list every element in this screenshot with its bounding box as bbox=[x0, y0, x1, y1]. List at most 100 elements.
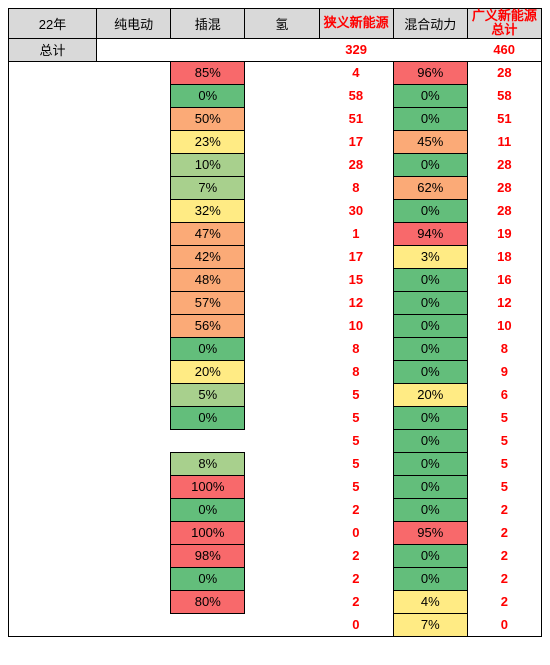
cell-c3 bbox=[245, 360, 319, 383]
cell-c1 bbox=[97, 337, 171, 360]
cell-c3 bbox=[245, 222, 319, 245]
cell-c3 bbox=[245, 130, 319, 153]
cell-c6: 12 bbox=[467, 291, 541, 314]
cell-c5: 0% bbox=[393, 452, 467, 475]
cell-year bbox=[9, 613, 97, 636]
total-c3 bbox=[245, 38, 319, 61]
cell-c3 bbox=[245, 521, 319, 544]
cell-year bbox=[9, 429, 97, 452]
cell-c5: 0% bbox=[393, 84, 467, 107]
cell-c2: 0% bbox=[171, 406, 245, 429]
data-table: 22年 纯电动 插混 氢 狭义新能源 混合动力 广义新能源总计 总计 329 4… bbox=[8, 8, 542, 637]
cell-c6: 5 bbox=[467, 429, 541, 452]
cell-c1 bbox=[97, 245, 171, 268]
cell-year bbox=[9, 337, 97, 360]
cell-c5: 96% bbox=[393, 61, 467, 84]
table-row: 23%1745%11 bbox=[9, 130, 542, 153]
cell-c5: 0% bbox=[393, 406, 467, 429]
cell-c3 bbox=[245, 429, 319, 452]
cell-c3 bbox=[245, 452, 319, 475]
cell-c4: 17 bbox=[319, 130, 393, 153]
cell-c2: 0% bbox=[171, 337, 245, 360]
cell-c3 bbox=[245, 153, 319, 176]
cell-c4: 5 bbox=[319, 406, 393, 429]
cell-c2: 10% bbox=[171, 153, 245, 176]
cell-c6: 2 bbox=[467, 521, 541, 544]
table-row: 56%100%10 bbox=[9, 314, 542, 337]
cell-c6: 58 bbox=[467, 84, 541, 107]
total-label: 总计 bbox=[9, 38, 97, 61]
table-row: 0%20%2 bbox=[9, 498, 542, 521]
cell-c2: 5% bbox=[171, 383, 245, 406]
cell-c1 bbox=[97, 61, 171, 84]
cell-c5: 3% bbox=[393, 245, 467, 268]
cell-year bbox=[9, 268, 97, 291]
cell-c2: 23% bbox=[171, 130, 245, 153]
cell-year bbox=[9, 222, 97, 245]
cell-c3 bbox=[245, 475, 319, 498]
cell-year bbox=[9, 61, 97, 84]
cell-c4: 4 bbox=[319, 61, 393, 84]
cell-c2: 85% bbox=[171, 61, 245, 84]
cell-c1 bbox=[97, 268, 171, 291]
cell-year bbox=[9, 452, 97, 475]
cell-c3 bbox=[245, 544, 319, 567]
cell-c5: 0% bbox=[393, 429, 467, 452]
cell-c5: 95% bbox=[393, 521, 467, 544]
table-row: 98%20%2 bbox=[9, 544, 542, 567]
cell-c2: 7% bbox=[171, 176, 245, 199]
table-row: 20%80%9 bbox=[9, 360, 542, 383]
cell-c3 bbox=[245, 176, 319, 199]
cell-c4: 10 bbox=[319, 314, 393, 337]
cell-c1 bbox=[97, 360, 171, 383]
table-row: 50%5 bbox=[9, 429, 542, 452]
cell-c1 bbox=[97, 452, 171, 475]
header-c4: 狭义新能源 bbox=[319, 9, 393, 39]
cell-c2: 100% bbox=[171, 475, 245, 498]
cell-c6: 28 bbox=[467, 153, 541, 176]
cell-c6: 19 bbox=[467, 222, 541, 245]
cell-c1 bbox=[97, 291, 171, 314]
cell-c1 bbox=[97, 153, 171, 176]
cell-c6: 18 bbox=[467, 245, 541, 268]
cell-year bbox=[9, 567, 97, 590]
cell-c5: 0% bbox=[393, 544, 467, 567]
total-c1 bbox=[97, 38, 171, 61]
cell-c6: 28 bbox=[467, 61, 541, 84]
cell-c1 bbox=[97, 107, 171, 130]
table-row: 47%194%19 bbox=[9, 222, 542, 245]
cell-c6: 2 bbox=[467, 498, 541, 521]
cell-c6: 5 bbox=[467, 475, 541, 498]
cell-year bbox=[9, 130, 97, 153]
table-row: 100%50%5 bbox=[9, 475, 542, 498]
total-row: 总计 329 460 bbox=[9, 38, 542, 61]
cell-c4: 5 bbox=[319, 383, 393, 406]
cell-c2: 8% bbox=[171, 452, 245, 475]
cell-c2: 50% bbox=[171, 107, 245, 130]
cell-c3 bbox=[245, 498, 319, 521]
cell-c1 bbox=[97, 199, 171, 222]
header-row: 22年 纯电动 插混 氢 狭义新能源 混合动力 广义新能源总计 bbox=[9, 9, 542, 39]
cell-c5: 0% bbox=[393, 498, 467, 521]
cell-c5: 20% bbox=[393, 383, 467, 406]
cell-c2: 0% bbox=[171, 567, 245, 590]
table-row: 0%20%2 bbox=[9, 567, 542, 590]
cell-c6: 10 bbox=[467, 314, 541, 337]
table-row: 48%150%16 bbox=[9, 268, 542, 291]
cell-year bbox=[9, 314, 97, 337]
cell-c5: 0% bbox=[393, 268, 467, 291]
table-row: 7%862%28 bbox=[9, 176, 542, 199]
cell-c4: 5 bbox=[319, 475, 393, 498]
cell-c5: 0% bbox=[393, 291, 467, 314]
cell-c6: 9 bbox=[467, 360, 541, 383]
cell-c4: 28 bbox=[319, 153, 393, 176]
table-row: 10%280%28 bbox=[9, 153, 542, 176]
cell-c6: 0 bbox=[467, 613, 541, 636]
header-c3: 氢 bbox=[245, 9, 319, 39]
cell-c4: 2 bbox=[319, 544, 393, 567]
cell-c2: 100% bbox=[171, 521, 245, 544]
cell-c5: 0% bbox=[393, 337, 467, 360]
cell-c4: 0 bbox=[319, 521, 393, 544]
header-c5: 混合动力 bbox=[393, 9, 467, 39]
cell-c2: 20% bbox=[171, 360, 245, 383]
